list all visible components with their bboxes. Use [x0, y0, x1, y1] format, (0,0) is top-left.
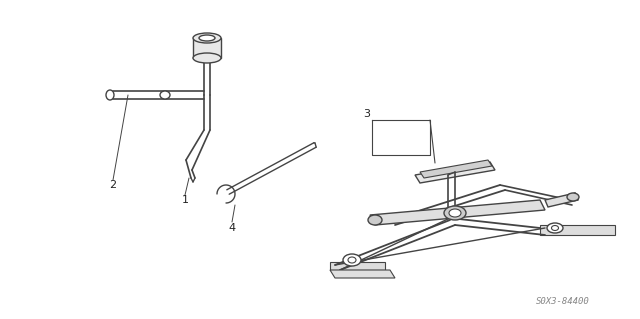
- Ellipse shape: [449, 209, 461, 217]
- Ellipse shape: [567, 193, 579, 201]
- Ellipse shape: [444, 206, 466, 220]
- Text: 3: 3: [364, 109, 371, 119]
- Ellipse shape: [193, 33, 221, 43]
- Polygon shape: [193, 38, 221, 58]
- Polygon shape: [540, 225, 615, 235]
- Ellipse shape: [348, 257, 356, 263]
- Polygon shape: [545, 193, 578, 207]
- Text: S0X3-84400: S0X3-84400: [536, 298, 590, 307]
- Text: 4: 4: [228, 223, 236, 233]
- Ellipse shape: [193, 53, 221, 63]
- Ellipse shape: [368, 215, 382, 225]
- Text: 1: 1: [182, 195, 189, 205]
- Polygon shape: [420, 160, 492, 178]
- Ellipse shape: [160, 91, 170, 99]
- Text: 2: 2: [109, 180, 116, 190]
- Ellipse shape: [343, 254, 361, 266]
- Ellipse shape: [552, 226, 559, 231]
- Polygon shape: [330, 270, 395, 278]
- Polygon shape: [330, 262, 385, 270]
- Ellipse shape: [547, 223, 563, 233]
- Polygon shape: [415, 162, 495, 183]
- Polygon shape: [370, 200, 545, 225]
- Ellipse shape: [199, 35, 215, 41]
- Ellipse shape: [106, 90, 114, 100]
